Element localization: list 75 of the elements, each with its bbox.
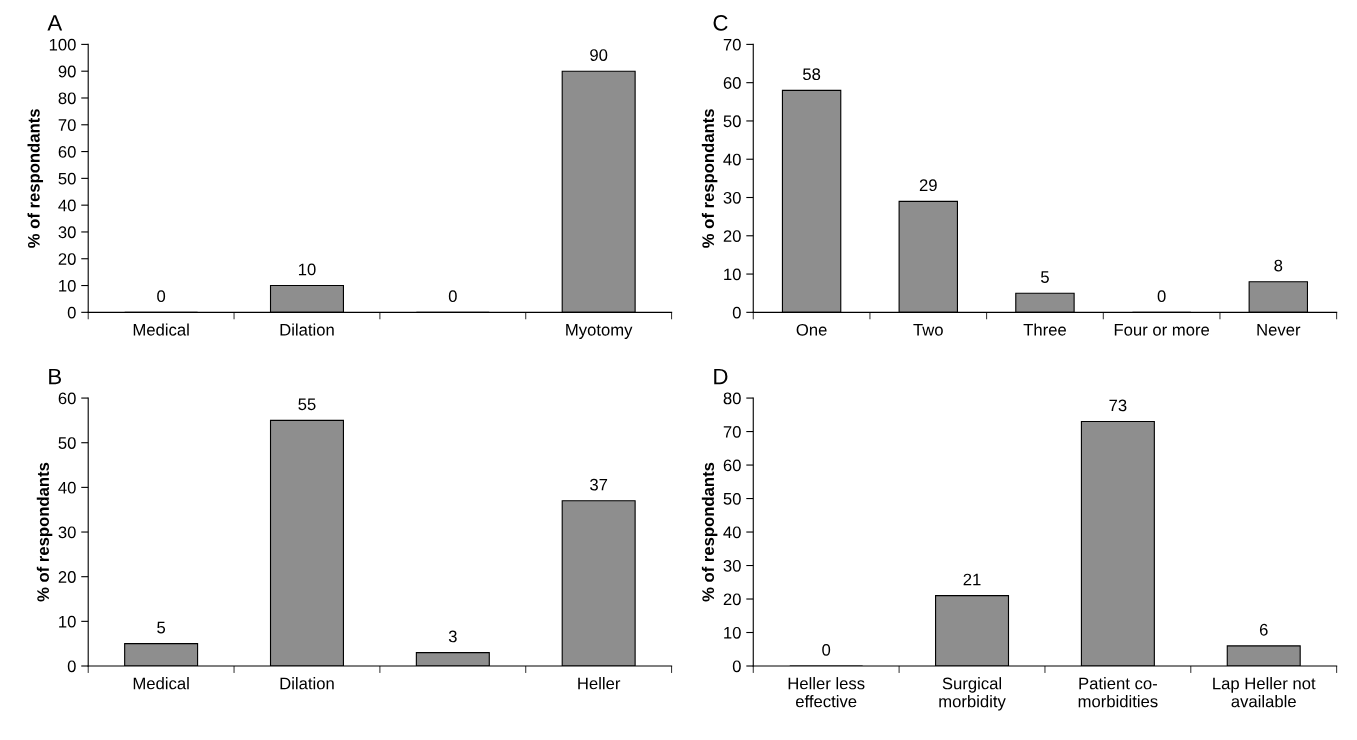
y-tick-label: 0 [732,306,741,319]
y-tick-label: 60 [723,459,741,472]
y-tick-label: 40 [723,526,741,539]
x-tick-label: Myotomy [566,324,633,339]
chart-title: C [713,14,728,31]
data-label: 55 [298,398,316,411]
y-tick-label: 70 [723,425,741,438]
y-tick-label: 30 [58,226,76,239]
x-tick-label: Medical [133,677,189,690]
y-tick-label: 60 [58,145,76,158]
y-tick-label: 50 [58,437,76,449]
y-axis-title: % of respondants [701,462,718,602]
y-tick-label: 60 [58,392,76,405]
data-label: 58 [803,68,821,81]
y-tick-label: 30 [723,559,741,572]
x-tick-label: Four or more [1114,324,1210,336]
y-tick-label: 20 [723,593,741,606]
x-tick-label: Dilation [280,323,334,336]
data-label: 29 [919,179,937,192]
chart-title: A [47,15,63,31]
y-tick-label: 20 [58,571,76,583]
x-tick-label: Two [913,324,943,336]
data-label: 6 [1259,623,1268,636]
x-tick-label: One [796,323,827,336]
x-tick-label: Dilation [280,677,334,690]
y-tick-label: 20 [58,253,76,265]
x-tick-label: Three [1023,323,1066,336]
x-tick-label: Never [1257,324,1301,336]
y-tick-label: 50 [723,115,741,128]
y-axis-title: % of respondants [27,109,44,248]
y-tick-label: 40 [58,481,76,494]
y-tick-label: 0 [67,306,76,319]
data-label: 0 [448,290,457,303]
data-label: 8 [1274,259,1283,272]
data-label: 0 [1157,290,1166,303]
data-label: 10 [298,263,316,276]
y-tick-label: 0 [67,660,76,673]
y-tick-label: 10 [59,615,76,628]
x-tick-label: Patient co- morbidities [1078,677,1158,708]
y-tick-label: 0 [732,660,741,673]
y-tick-label: 70 [58,119,76,131]
y-tick-label: 80 [723,392,741,405]
y-tick-label: 70 [723,38,741,51]
y-tick-label: 40 [58,199,76,212]
data-label: 0 [157,290,166,303]
y-tick-label: 20 [723,230,741,242]
data-label: 5 [1040,271,1049,283]
chart-title: B [49,368,62,385]
data-label: 3 [448,630,457,643]
chart-title: D [714,368,728,385]
x-tick-label: Surgical morbidity [939,677,1006,711]
y-tick-label: 10 [724,626,741,639]
y-tick-label: 100 [49,38,76,51]
y-tick-label: 40 [723,153,741,166]
y-tick-label: 30 [723,191,741,204]
y-tick-label: 10 [59,279,76,292]
y-tick-label: 90 [58,65,76,78]
y-tick-label: 80 [58,92,76,105]
x-tick-label: Medical [133,323,189,336]
data-label: 37 [590,478,608,491]
y-tick-label: 60 [723,77,741,89]
y-tick-label: 50 [723,492,741,505]
data-label: 5 [157,621,166,634]
y-tick-label: 30 [58,526,76,539]
y-tick-label: 50 [58,172,76,185]
y-axis-title: % of respondants [701,109,718,248]
x-tick-label: Heller [578,677,621,690]
data-label: 0 [822,643,831,656]
data-label: 21 [963,573,981,586]
x-tick-label: Heller less effective [788,677,865,708]
y-axis-title: % of respondants [36,462,53,602]
x-tick-label: Lap Heller not available [1213,677,1316,708]
data-label: 90 [590,49,608,61]
y-tick-label: 10 [724,268,741,281]
data-label: 73 [1109,399,1127,412]
